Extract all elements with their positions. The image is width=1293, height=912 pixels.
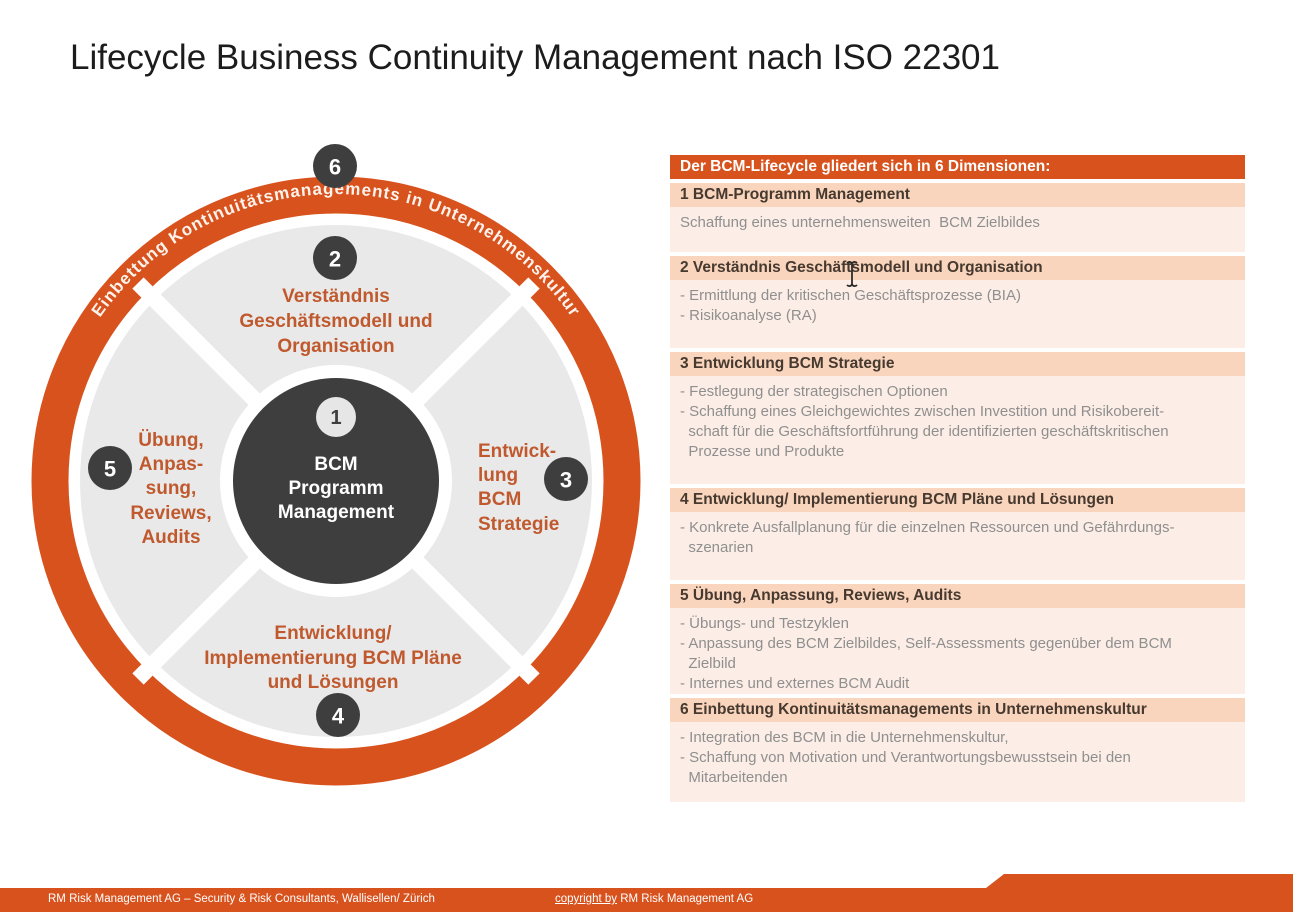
svg-text:Programm: Programm: [288, 478, 383, 499]
svg-text:4: 4: [332, 704, 345, 729]
segment-label-top: Verständnis Geschäftsmodell und Organisa…: [239, 286, 432, 357]
segment-label-right: Entwick- lung BCM Strategie: [478, 441, 559, 535]
bullet: - Schaffung eines Gleichgewichtes zwisch…: [680, 403, 1169, 460]
svg-text:Implementierung BCM Pläne: Implementierung BCM Pläne: [204, 648, 462, 669]
text-cursor-icon: [846, 260, 858, 288]
footer-bar: RM Risk Management AG – Security & Risk …: [0, 874, 1293, 912]
section-3: 3 Entwicklung BCM Strategie - Festlegung…: [670, 352, 1245, 484]
section-6-title: 6 Einbettung Kontinuitätsmanagements in …: [670, 698, 1245, 722]
svg-text:Übung,: Übung,: [138, 430, 203, 451]
badge-1: 1: [316, 397, 356, 437]
section-3-body: - Festlegung der strategischen Optionen …: [670, 376, 1245, 484]
svg-text:und Lösungen: und Lösungen: [268, 672, 399, 693]
outer-ring: [31, 176, 641, 786]
svg-text:BCM: BCM: [478, 489, 521, 510]
svg-text:Entwicklung/: Entwicklung/: [274, 623, 392, 644]
bcm-lifecycle-diagram: Einbettung Kontinuitätsmanagements in Un…: [31, 144, 641, 786]
section-2-body: - Ermittlung der kritischen Geschäftspro…: [670, 280, 1245, 348]
section-5: 5 Übung, Anpassung, Reviews, Audits - Üb…: [670, 584, 1245, 694]
svg-text:Organisation: Organisation: [277, 336, 394, 357]
svg-text:Geschäftsmodell und: Geschäftsmodell und: [239, 311, 432, 332]
svg-text:Management: Management: [278, 502, 395, 523]
section-2-title: 2 Verständnis Geschäftsmodell und Organi…: [670, 256, 1245, 280]
section-1-title: 1 BCM-Programm Management: [670, 183, 1245, 207]
svg-text:BCM: BCM: [314, 454, 357, 475]
badge-5: 5: [88, 446, 132, 490]
section-1: 1 BCM-Programm Management Schaffung eine…: [670, 183, 1245, 252]
section-4-title: 4 Entwicklung/ Implementierung BCM Pläne…: [670, 488, 1245, 512]
bullet: - Schaffung von Motivation und Verantwor…: [680, 749, 1131, 786]
svg-text:sung,: sung,: [146, 478, 197, 499]
section-2: 2 Verständnis Geschäftsmodell und Organi…: [670, 256, 1245, 348]
center-circle: [233, 378, 439, 584]
section-6: 6 Einbettung Kontinuitätsmanagements in …: [670, 698, 1245, 802]
svg-text:Entwick-: Entwick-: [478, 441, 556, 462]
center-label: BCM Programm Management: [278, 454, 395, 523]
bullet: - Ermittlung der kritischen Geschäftspro…: [680, 287, 1021, 304]
svg-text:2: 2: [329, 247, 341, 272]
badge-4: 4: [316, 693, 360, 737]
panel-header: Der BCM-Lifecycle gliedert sich in 6 Dim…: [670, 155, 1245, 179]
badge-3: 3: [544, 457, 588, 501]
section-1-body: Schaffung eines unternehmensweiten BCM Z…: [670, 207, 1245, 252]
bullet: - Festlegung der strategischen Optionen: [680, 383, 948, 400]
section-3-title: 3 Entwicklung BCM Strategie: [670, 352, 1245, 376]
svg-text:Verständnis: Verständnis: [282, 286, 390, 307]
svg-text:3: 3: [560, 468, 572, 493]
footer-copyright: copyright by RM Risk Management AG: [555, 893, 753, 905]
footer-company-text: RM Risk Management AG – Security & Risk …: [48, 893, 435, 905]
section-4-body: - Konkrete Ausfallplanung für die einzel…: [670, 512, 1245, 580]
badge-6: 6: [313, 144, 357, 188]
svg-text:1: 1: [330, 407, 341, 429]
section-6-body: - Integration des BCM in die Unternehmen…: [670, 722, 1245, 802]
svg-text:6: 6: [329, 155, 341, 180]
bullet: - Konkrete Ausfallplanung für die einzel…: [680, 519, 1175, 556]
segment-label-bottom: Entwicklung/ Implementierung BCM Pläne u…: [204, 623, 462, 693]
svg-text:Strategie: Strategie: [478, 514, 559, 535]
section-4: 4 Entwicklung/ Implementierung BCM Pläne…: [670, 488, 1245, 580]
bullet: Schaffung eines unternehmensweiten BCM Z…: [680, 214, 1040, 231]
copyright-link: copyright by: [555, 893, 618, 905]
bullet: - Internes und externes BCM Audit: [680, 675, 910, 692]
svg-text:lung: lung: [478, 465, 518, 486]
svg-text:5: 5: [104, 457, 116, 482]
page-title: Lifecycle Business Continuity Management…: [70, 38, 1000, 77]
bullet: - Anpassung des BCM Zielbildes, Self-Ass…: [680, 635, 1172, 672]
segment-label-left: Übung, Anpas- sung, Reviews, Audits: [130, 430, 211, 548]
copyright-rest: RM Risk Management AG: [617, 893, 754, 905]
bullet: - Übungs- und Testzyklen: [680, 615, 849, 632]
section-5-body: - Übungs- und Testzyklen - Anpassung des…: [670, 608, 1245, 694]
section-5-title: 5 Übung, Anpassung, Reviews, Audits: [670, 584, 1245, 608]
bullet: - Risikoanalyse (RA): [680, 307, 817, 324]
svg-text:Audits: Audits: [141, 527, 200, 548]
bullet: - Integration des BCM in die Unternehmen…: [680, 729, 1009, 746]
dimensions-panel: Der BCM-Lifecycle gliedert sich in 6 Dim…: [670, 155, 1245, 802]
svg-text:Anpas-: Anpas-: [139, 454, 203, 475]
badge-2: 2: [313, 236, 357, 280]
svg-text:Reviews,: Reviews,: [130, 503, 211, 524]
